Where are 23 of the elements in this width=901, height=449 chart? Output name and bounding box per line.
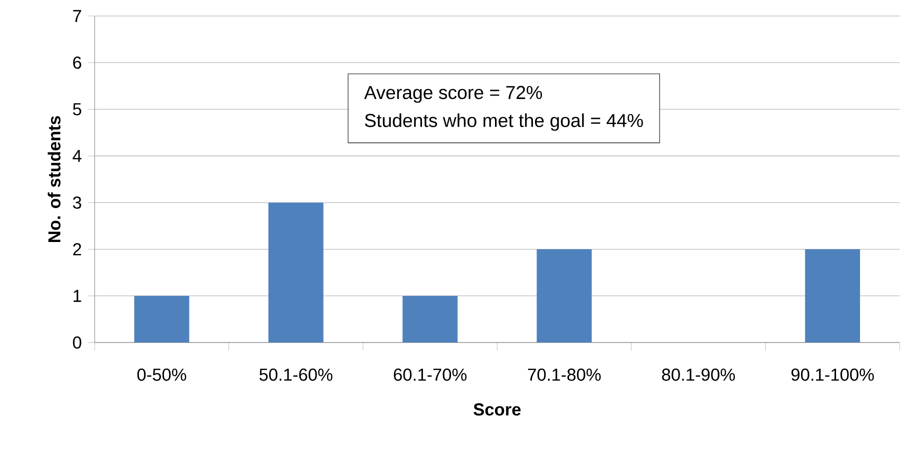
y-tick-label: 1 [74, 290, 82, 302]
y-tick-label: 7 [73, 10, 82, 22]
x-tick-label: 60.1-70% [394, 368, 467, 381]
bar [536, 249, 592, 342]
x-tick-label: 80.1-90% [662, 368, 735, 381]
x-tick-label: 90.1-100% [791, 368, 874, 381]
bar [134, 296, 190, 342]
y-tick-label: 5 [72, 103, 82, 116]
x-tick-label: 50.1-60% [260, 368, 332, 381]
x-tick-label: 0-50% [137, 368, 186, 381]
x-tick-label: 70.1-80% [528, 368, 601, 381]
y-tick-label: 2 [73, 243, 82, 256]
y-axis-title: No. of students [48, 116, 60, 242]
y-tick-label: 0 [72, 336, 82, 349]
annotation: Average score = 72% [364, 86, 542, 103]
bar [402, 296, 458, 342]
bar [805, 249, 860, 342]
y-tick-label: 6 [73, 56, 82, 69]
bar [268, 202, 324, 342]
y-tick-label: 3 [72, 196, 82, 209]
annotation: Students who met the goal = 44% [364, 113, 643, 131]
x-axis-title: Score [474, 403, 521, 416]
y-tick-label: 4 [72, 150, 82, 162]
